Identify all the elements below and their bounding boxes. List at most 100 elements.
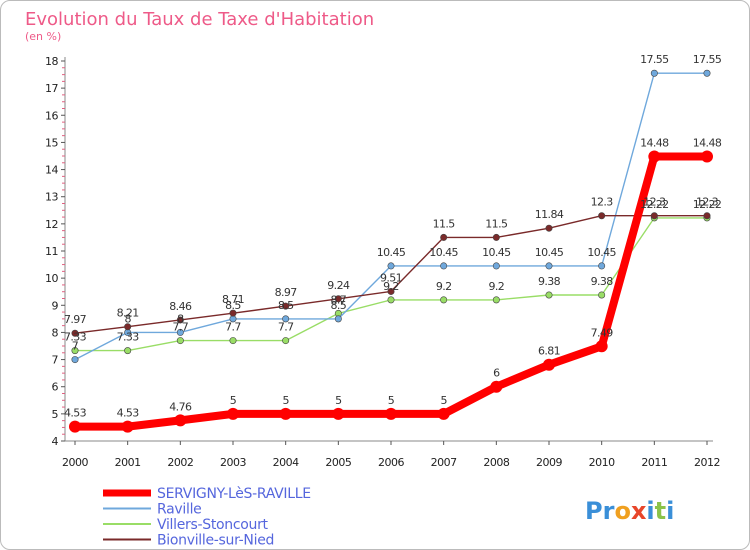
x-tick-label: 2012 <box>694 456 720 469</box>
data-label-1: 10.45 <box>587 246 616 259</box>
y-tick-label: 12 <box>45 218 58 231</box>
data-label-2: 7.33 <box>117 331 140 344</box>
data-label-2: 9.38 <box>538 275 561 288</box>
series-point-1 <box>545 262 553 270</box>
brand-letter: t <box>655 497 666 525</box>
series-point-3 <box>71 329 79 337</box>
data-label-0: 14.48 <box>640 137 669 150</box>
data-label-1: 10.45 <box>535 246 564 259</box>
legend-label-1: Raville <box>157 502 201 518</box>
series-point-1 <box>703 69 711 77</box>
brand-letter: i <box>646 497 654 525</box>
legend-label-2: Villers-Stoncourt <box>157 517 269 533</box>
series-point-2 <box>440 296 448 304</box>
data-label-3: 8.71 <box>222 293 244 306</box>
y-tick-label: 11 <box>45 245 58 258</box>
y-tick-label: 18 <box>45 55 58 68</box>
x-tick-label: 2002 <box>167 456 193 469</box>
data-label-1: 10.45 <box>377 246 406 259</box>
data-label-2: 12.22 <box>640 198 669 211</box>
series-point-0 <box>279 407 292 420</box>
brand-letter: x <box>631 497 647 525</box>
series-point-2 <box>124 347 132 355</box>
data-label-2: 9.38 <box>591 275 614 288</box>
series-point-1 <box>176 328 184 336</box>
series-point-1 <box>650 69 658 77</box>
brand-letter: i <box>666 497 674 525</box>
y-tick-label: 17 <box>45 82 58 95</box>
data-label-2: 7.33 <box>64 331 87 344</box>
y-tick-label: 4 <box>52 435 59 448</box>
x-tick-label: 2005 <box>325 456 351 469</box>
series-point-2 <box>598 291 606 299</box>
series-point-1 <box>492 262 500 270</box>
legend-label-3: Bionville-sur-Nied <box>157 533 274 549</box>
data-label-0: 4.53 <box>117 407 140 420</box>
data-label-2: 9.2 <box>383 280 399 293</box>
series-point-3 <box>492 233 500 241</box>
data-label-2: 8.7 <box>330 293 346 306</box>
x-tick-label: 2009 <box>536 456 562 469</box>
series-point-3 <box>440 233 448 241</box>
series-point-1 <box>334 315 342 323</box>
series-point-3 <box>598 212 606 220</box>
data-label-0: 14.48 <box>693 137 722 150</box>
series-point-3 <box>282 302 290 310</box>
data-label-2: 7.7 <box>278 321 294 334</box>
series-point-3 <box>229 309 237 317</box>
x-tick-label: 2004 <box>273 456 299 469</box>
series-lines <box>69 69 713 433</box>
series-point-3 <box>176 316 184 324</box>
series-point-0 <box>121 420 134 433</box>
series-point-2 <box>387 296 395 304</box>
y-tick-label: 9 <box>52 299 59 312</box>
x-tick-label: 2006 <box>378 456 404 469</box>
series-point-0 <box>174 414 187 427</box>
series-point-1 <box>598 262 606 270</box>
y-tick-label: 6 <box>52 381 59 394</box>
x-tick-label: 2007 <box>431 456 457 469</box>
series-point-2 <box>545 291 553 299</box>
data-label-3: 9.24 <box>327 279 350 292</box>
x-tick-label: 2000 <box>62 456 88 469</box>
brand-wordmark: Proxiti <box>585 497 674 525</box>
series-point-1 <box>282 315 290 323</box>
data-label-3: 8.46 <box>169 300 192 313</box>
brand-letter: o <box>614 497 631 525</box>
data-label-1: 17.55 <box>693 53 722 66</box>
data-label-3: 9.51 <box>380 271 402 284</box>
data-label-1: 8.5 <box>278 299 294 312</box>
x-tick-label: 2003 <box>220 456 246 469</box>
series-point-2 <box>492 296 500 304</box>
data-label-2: 7.7 <box>225 321 241 334</box>
chart-title: Evolution du Taux de Taxe d'Habitation <box>25 9 374 30</box>
data-label-0: 5 <box>282 394 289 407</box>
series-point-0 <box>385 407 397 420</box>
data-label-0: 6.81 <box>538 345 560 358</box>
series-point-0 <box>437 407 450 420</box>
x-tick-label: 2008 <box>483 456 509 469</box>
x-tick-label: 2001 <box>115 456 141 469</box>
data-label-1: 8.5 <box>225 299 241 312</box>
data-label-1: 8 <box>124 312 131 325</box>
data-label-0: 5 <box>440 394 447 407</box>
series-point-3 <box>334 295 342 303</box>
data-label-3: 7.97 <box>64 313 87 326</box>
series-point-0 <box>332 407 345 420</box>
data-label-0: 4.76 <box>169 400 192 413</box>
series-point-1 <box>71 356 79 364</box>
data-label-1: 10.45 <box>482 246 511 259</box>
data-label-0: 4.53 <box>64 407 87 420</box>
series-point-1 <box>387 262 395 270</box>
y-tick-label: 5 <box>52 408 59 421</box>
data-label-2: 12.22 <box>693 198 722 211</box>
series-point-2 <box>176 337 184 345</box>
data-label-1: 7 <box>72 340 79 353</box>
series-point-0 <box>227 407 239 420</box>
data-label-3: 12.3 <box>591 196 614 209</box>
series-point-1 <box>440 262 448 270</box>
series-point-2 <box>282 337 290 345</box>
series-point-0 <box>69 420 81 433</box>
